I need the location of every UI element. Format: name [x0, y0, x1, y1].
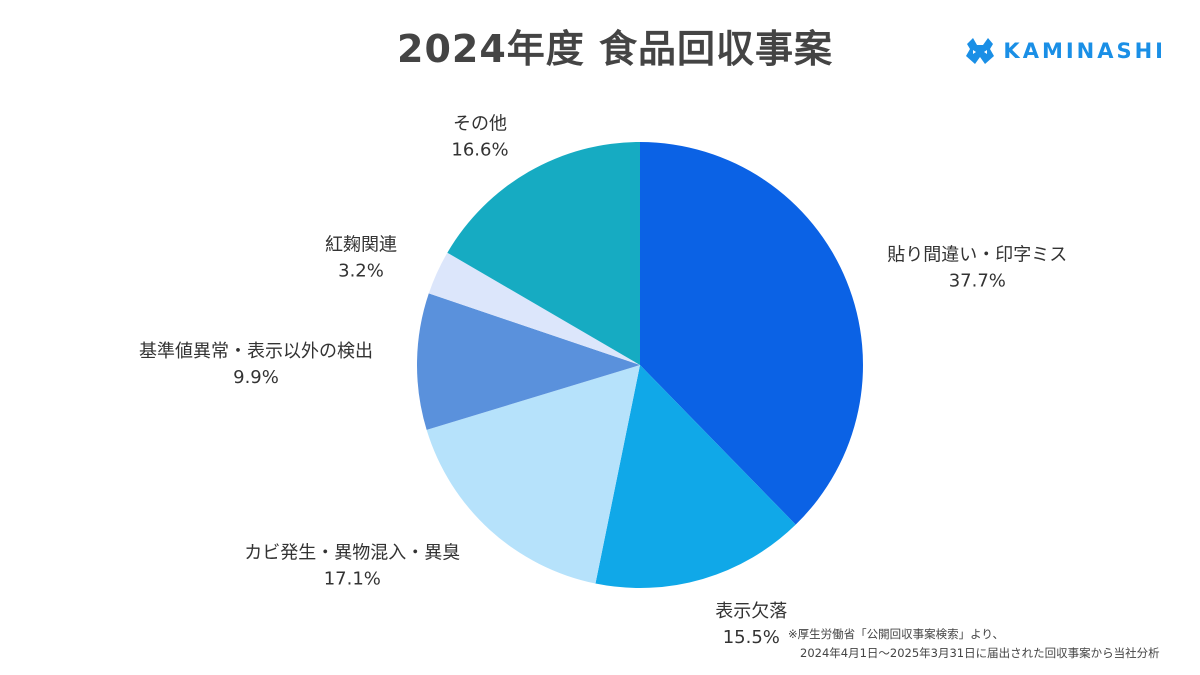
pie-slice-2: [426, 365, 640, 584]
slice-value-4: 3.2%: [338, 260, 384, 281]
footnote: ※厚生労働省「公開回収事案検索」より、 2024年4月1日〜2025年3月31日…: [788, 625, 1160, 663]
brand-name: KAMINASHI: [1003, 39, 1166, 63]
slice-label-3: 基準値異常・表示以外の検出: [139, 341, 373, 362]
pie-slice-1: [595, 365, 796, 589]
slice-value-1: 15.5%: [723, 627, 780, 648]
footnote-line-1: ※厚生労働省「公開回収事案検索」より、: [788, 627, 1004, 641]
slice-label-0: 貼り間違い・印字ミス: [887, 244, 1067, 265]
chart-title: 2024年度 食品回収事案: [397, 27, 833, 71]
slice-value-5: 16.6%: [451, 140, 508, 161]
footnote-line-2: 2024年4月1日〜2025年3月31日に届出された回収事案から当社分析: [800, 646, 1160, 660]
slice-label-5: その他: [453, 114, 507, 135]
pie-slice-3: [416, 293, 640, 430]
pie-slice-4: [428, 252, 640, 365]
slice-value-0: 37.7%: [949, 270, 1006, 291]
pie-slice-0: [640, 142, 863, 525]
slice-label-4: 紅麹関連: [325, 234, 397, 255]
slice-label-2: カビ発生・異物混入・異臭: [244, 543, 460, 564]
pie-slice-5: [447, 142, 640, 365]
goat-logo-icon: [966, 38, 995, 64]
brand-logo: KAMINASHI: [963, 36, 1166, 66]
slice-value-3: 9.9%: [233, 367, 279, 388]
slice-label-1: 表示欠落: [715, 601, 787, 622]
slice-value-2: 17.1%: [324, 569, 381, 590]
